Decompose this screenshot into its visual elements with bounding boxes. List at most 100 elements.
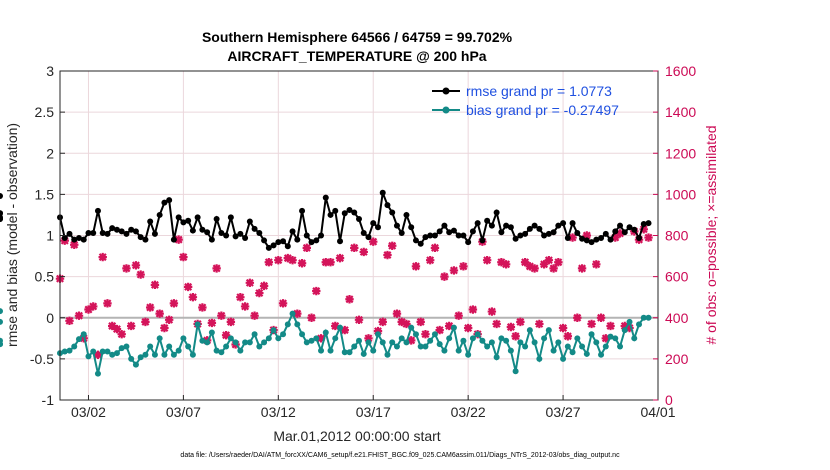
obs-marker-glyph	[454, 311, 463, 320]
obs-marker	[217, 311, 226, 320]
rmse-point	[90, 230, 97, 237]
obs-marker	[421, 330, 430, 339]
obs-marker	[596, 313, 606, 322]
rmse-point	[507, 224, 514, 231]
obs-marker	[468, 305, 478, 314]
obs-marker-glyph	[615, 229, 625, 238]
obs-marker	[511, 332, 520, 341]
rmse-point	[569, 220, 576, 227]
rmse-point	[313, 237, 320, 244]
bias-point	[80, 331, 87, 338]
rmse-point	[550, 229, 557, 236]
obs-marker	[245, 278, 255, 287]
bias-point	[602, 343, 609, 350]
obs-marker-glyph	[169, 299, 179, 308]
obs-marker	[611, 233, 620, 242]
bias-point	[265, 335, 272, 342]
bias-point	[337, 324, 344, 331]
bias-point	[564, 343, 571, 350]
bias-point	[66, 347, 73, 354]
rmse-point	[170, 236, 177, 243]
bias-point	[123, 343, 130, 350]
rmse-point	[151, 230, 158, 237]
rmse-point	[308, 239, 315, 246]
rmse-point	[512, 235, 519, 242]
bias-point	[341, 349, 348, 356]
obs-marker-glyph	[255, 288, 264, 298]
bias-point	[227, 335, 234, 342]
obs-marker	[340, 325, 349, 335]
obs-marker	[302, 243, 311, 253]
obs-marker-glyph	[250, 311, 259, 320]
rmse-point	[545, 230, 552, 237]
y-tick-label: 3	[46, 63, 54, 79]
rmse-point	[242, 234, 249, 241]
obs-marker-glyph	[497, 258, 506, 267]
rmse-point	[246, 218, 253, 225]
y2-tick-label: 1000	[665, 186, 696, 202]
obs-marker-glyph	[530, 264, 539, 273]
obs-marker	[573, 313, 582, 322]
obs-marker-glyph	[520, 258, 530, 267]
legend-bias-label: bias grand pr = -0.27497	[466, 102, 619, 118]
rmse-point	[522, 230, 529, 237]
obs-marker	[226, 317, 236, 327]
y2-tick-label: 1600	[665, 63, 696, 79]
rmse-point	[289, 228, 296, 235]
bias-point	[588, 331, 595, 338]
obs-marker-glyph	[264, 258, 274, 267]
rmse-point	[199, 226, 206, 233]
obs-marker-glyph	[487, 307, 497, 316]
obs-marker-glyph	[160, 323, 169, 333]
obs-marker	[644, 233, 653, 242]
rmse-point	[351, 209, 358, 216]
obs-marker-glyph	[126, 321, 136, 331]
y-tick-label: 0	[46, 310, 54, 326]
bias-point	[147, 343, 154, 350]
bias-point	[356, 337, 362, 344]
obs-marker-glyph	[544, 255, 554, 265]
obs-marker	[544, 255, 554, 265]
rmse-point	[602, 230, 609, 237]
bias-point	[109, 351, 116, 358]
obs-marker-glyph	[122, 264, 131, 273]
obs-marker	[221, 331, 231, 340]
obs-marker-glyph	[183, 282, 193, 292]
bias-point	[379, 339, 386, 346]
rmse-point	[450, 227, 457, 234]
obs-marker-glyph	[468, 305, 478, 314]
obs-marker-glyph	[407, 336, 416, 345]
obs-marker	[435, 325, 444, 335]
bias-point	[218, 349, 225, 356]
legend-bias-marker	[442, 106, 450, 114]
obs-marker-glyph	[98, 252, 107, 262]
bias-point	[128, 355, 135, 362]
bias-point	[208, 329, 215, 336]
bias-point	[398, 335, 405, 342]
rmse-series-layer	[0, 189, 652, 251]
rmse-point	[560, 220, 567, 227]
obs-marker	[497, 258, 506, 267]
y-axis-ticks: -1 -0.5 0 0.5 1 1.5 2 2.5 3	[30, 63, 65, 408]
bias-point	[626, 318, 633, 325]
bias-point	[517, 339, 524, 346]
obs-marker	[179, 252, 188, 262]
bias-point	[170, 351, 177, 358]
bias-point	[237, 347, 244, 354]
bias-point	[113, 350, 120, 357]
rmse-point	[128, 226, 135, 233]
rmse-point	[398, 230, 405, 237]
y-tick-label: -0.5	[30, 351, 54, 367]
bias-point	[370, 347, 377, 354]
obs-marker	[440, 272, 449, 281]
obs-marker	[288, 255, 297, 265]
obs-marker	[108, 321, 117, 331]
obs-marker-glyph	[293, 309, 302, 318]
bias-point	[75, 336, 82, 343]
bias-point	[393, 343, 400, 350]
obs-marker	[126, 321, 136, 331]
x-tick-label: 03/02	[71, 404, 106, 420]
obs-marker-glyph	[112, 324, 122, 334]
bias-point	[308, 337, 315, 344]
obs-marker-glyph	[188, 292, 198, 302]
